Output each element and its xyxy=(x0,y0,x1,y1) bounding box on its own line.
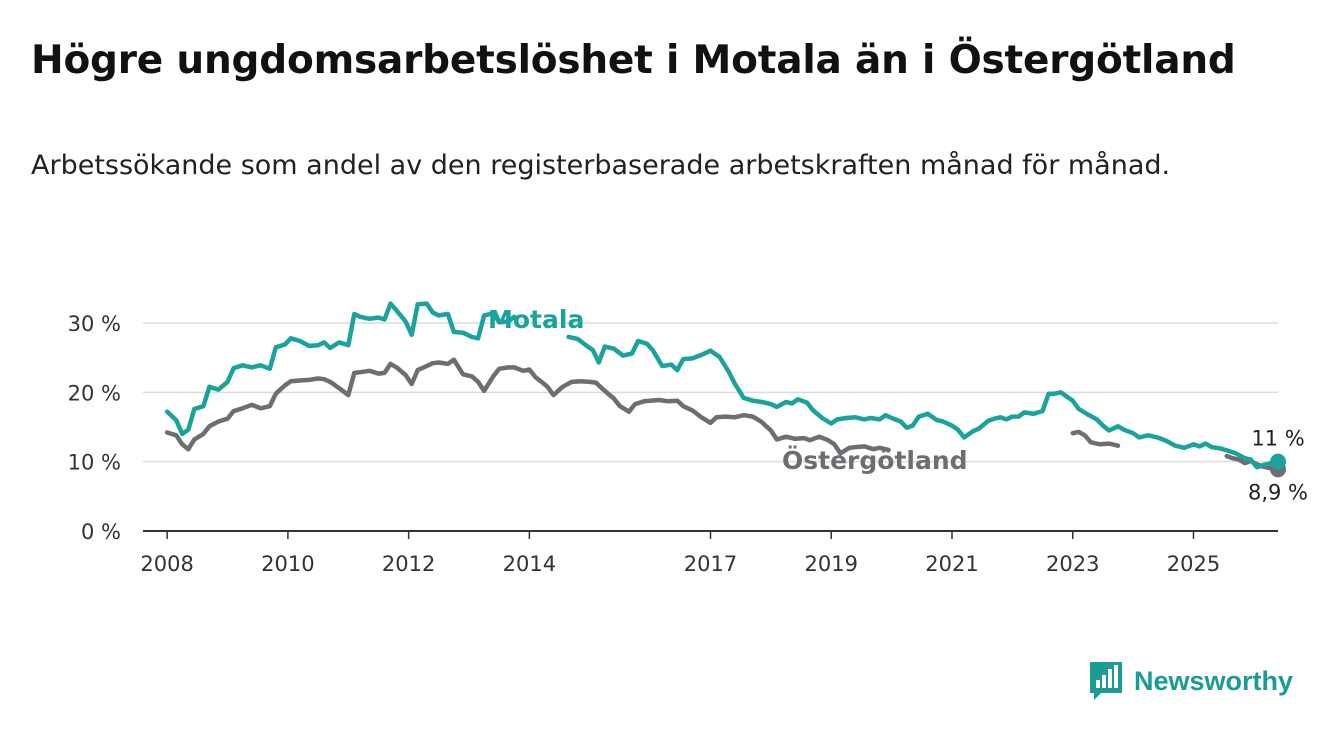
page-subtitle: Arbetssökande som andel av den registerb… xyxy=(31,150,1171,181)
x-tick-label: 2012 xyxy=(382,552,435,576)
brand: Newsworthy xyxy=(1088,660,1293,702)
y-tick-label: 0 % xyxy=(81,520,121,544)
series-line-motala xyxy=(164,301,517,437)
end-label-ostergotland: 8,9 % xyxy=(1248,480,1308,504)
x-tick-label: 2010 xyxy=(261,552,314,576)
newsworthy-logo-icon xyxy=(1090,662,1122,700)
series-line-ostergotland xyxy=(164,357,891,456)
x-tick-label: 2025 xyxy=(1167,552,1220,576)
page-title: Högre ungdomsarbetslöshet i Motala än i … xyxy=(31,38,1236,83)
y-tick-label: 20 % xyxy=(68,381,121,405)
x-tick-label: 2021 xyxy=(925,552,978,576)
series-line-motala xyxy=(566,334,1281,470)
series-end-point xyxy=(1270,453,1286,470)
y-tick-label: 10 % xyxy=(68,451,121,475)
x-tick-label: 2019 xyxy=(805,552,858,576)
series-line-ostergotland xyxy=(1070,429,1121,448)
x-tick-label: 2014 xyxy=(503,552,556,576)
series-label-ostergotland: Östergötland xyxy=(782,445,968,475)
series-label-motala: Motala xyxy=(488,305,584,334)
end-label-motala: 11 % xyxy=(1251,427,1304,451)
brand-name: Newsworthy xyxy=(1134,665,1294,696)
x-tick-label: 2023 xyxy=(1046,552,1099,576)
y-tick-label: 30 % xyxy=(68,312,121,336)
x-tick-label: 2017 xyxy=(684,552,737,576)
x-tick-label: 2008 xyxy=(140,552,193,576)
